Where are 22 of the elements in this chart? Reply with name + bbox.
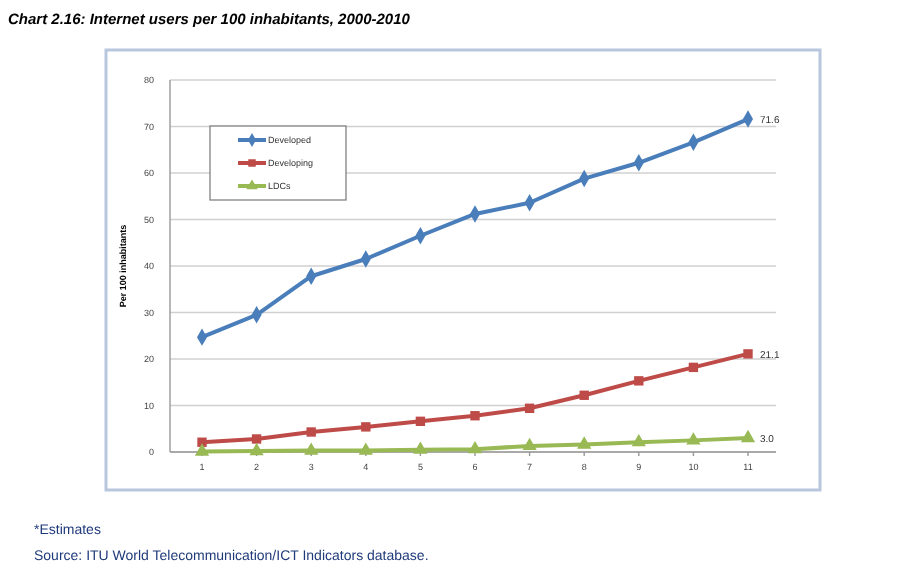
point [634,376,644,386]
point [197,437,207,447]
point [579,390,589,400]
point [522,437,537,451]
point [304,442,319,455]
point [688,362,699,373]
point [577,436,592,449]
point [740,429,756,443]
point [470,411,480,421]
point [249,442,264,456]
point [467,440,483,454]
point [306,427,316,437]
point [413,441,428,454]
point [358,442,373,455]
point [743,349,753,359]
point [194,443,210,456]
point [686,432,701,445]
point [361,422,371,432]
point [631,434,646,447]
point [415,416,426,426]
point [524,403,535,413]
point [251,434,262,444]
